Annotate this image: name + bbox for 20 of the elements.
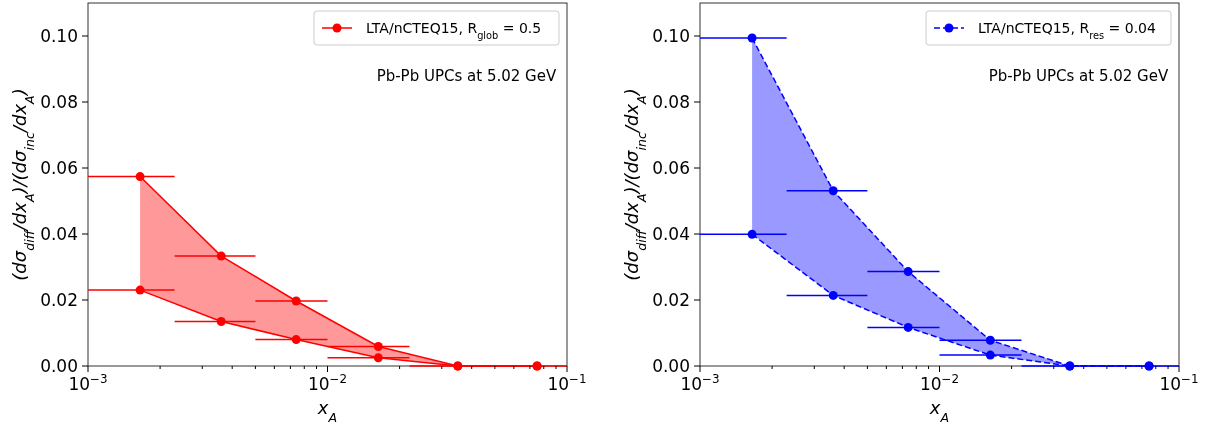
legend-label: LTA/nCTEQ15, R$_{res}$ = 0.04 xyxy=(978,20,1156,41)
x-tick-label: 10$^{−1}$ xyxy=(547,372,587,394)
annotation: Pb-Pb UPCs at 5.02 GeV xyxy=(376,67,557,85)
y-tick-label: 0.06 xyxy=(652,158,690,178)
legend-label: LTA/nCTEQ15, R$_{glob}$ = 0.5 xyxy=(366,20,542,41)
y-tick-label: 0.10 xyxy=(652,26,690,46)
annotation: Pb-Pb UPCs at 5.02 GeV xyxy=(988,67,1169,85)
y-tick-label: 0.04 xyxy=(652,224,690,244)
y-tick-label: 0.10 xyxy=(40,26,78,46)
x-tick-label: 10$^{−2}$ xyxy=(919,372,960,394)
y-tick-label: 0.02 xyxy=(652,290,690,310)
y-tick-label: 0.04 xyxy=(40,224,78,244)
x-tick-label: 10$^{−2}$ xyxy=(307,372,348,394)
x-tick-label: 10$^{−1}$ xyxy=(1159,372,1199,394)
y-tick-label: 0.02 xyxy=(40,290,78,310)
x-axis-title: x$_{A}$ xyxy=(316,397,338,425)
x-axis-title: x$_{A}$ xyxy=(928,397,950,425)
y-tick-label: 0.06 xyxy=(40,158,78,178)
y-tick-label: 0.08 xyxy=(652,92,690,112)
y-tick-label: 0.08 xyxy=(40,92,78,112)
